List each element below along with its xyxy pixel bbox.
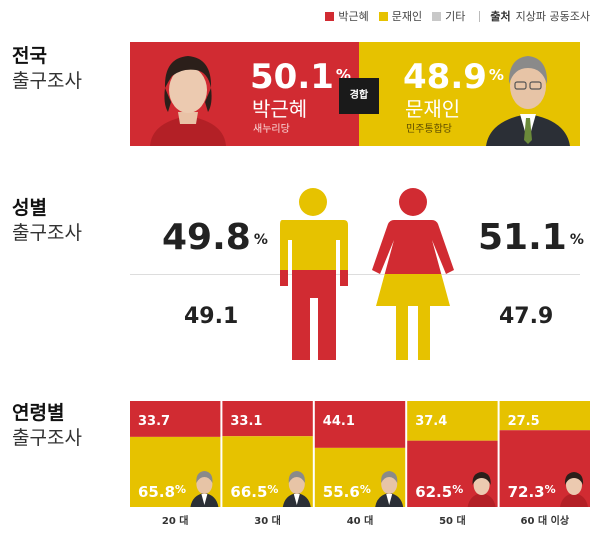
legend-label-other: 기타 xyxy=(445,10,466,23)
moon-portrait xyxy=(486,56,570,146)
national-park-pct: 50.1% xyxy=(250,60,351,94)
male-figure-icon xyxy=(280,188,348,360)
age-label-top-2: 44.1 xyxy=(323,414,355,429)
age-bar-top-3 xyxy=(407,401,498,441)
age-bar-top-2 xyxy=(314,401,406,448)
male-pct-unit: % xyxy=(253,232,268,248)
age-label-bottom-1: 66.5% xyxy=(230,483,278,501)
legend: 박근혜 문재인 기타 출처 지상파 공동조사 xyxy=(315,8,590,24)
national-moon-name: 문재인 xyxy=(405,97,461,121)
legend-swatch-other xyxy=(432,11,442,21)
gender-title: 성별 출구조사 xyxy=(12,196,82,246)
legend-swatch-moon xyxy=(378,11,388,21)
national-title: 전국 출구조사 xyxy=(12,44,82,94)
age-label-bottom-2: 55.6% xyxy=(323,483,371,501)
age-category-label-2: 40 대 xyxy=(346,516,374,527)
legend-swatch-park xyxy=(325,11,335,21)
source-key: 출처 xyxy=(490,10,511,23)
female-pct-unit: % xyxy=(569,232,584,248)
legend-item-park: 박근혜 xyxy=(325,8,369,24)
female-moon-value: 47.9 xyxy=(499,304,554,329)
male-pct: 49.8% xyxy=(162,220,268,256)
source-value: 지상파 공동조사 xyxy=(515,10,590,23)
national-park-party: 새누리당 xyxy=(253,124,290,135)
male-moon-value: 49.1 xyxy=(184,304,239,329)
moon-portrait-icon xyxy=(190,471,219,507)
male-pct-value: 49.8 xyxy=(162,217,251,258)
moon-portrait-icon xyxy=(375,471,404,507)
age-label-bottom-3: 62.5% xyxy=(415,483,463,501)
age-bar-top-4 xyxy=(499,401,590,431)
female-pct: 51.1% xyxy=(478,220,584,256)
gender-title-sub: 출구조사 xyxy=(12,222,82,244)
age-label-bottom-4: 72.3% xyxy=(508,483,556,501)
national-park-name: 박근혜 xyxy=(252,97,308,121)
moon-portrait-icon xyxy=(282,471,311,507)
age-label-top-4: 27.5 xyxy=(508,414,540,429)
legend-item-other: 기타 xyxy=(432,8,465,24)
park-portrait-icon xyxy=(467,472,496,507)
age-title-sub: 출구조사 xyxy=(12,427,82,449)
age-category-label-0: 20 대 xyxy=(161,516,189,527)
national-bar-moon: 48.9% 문재인 민주통합당 xyxy=(359,42,580,146)
age-label-top-3: 37.4 xyxy=(415,414,447,429)
age-category-label-4: 60 대 이상 xyxy=(520,516,570,527)
national-moon-party: 민주통합당 xyxy=(406,124,452,135)
legend-label-park: 박근혜 xyxy=(338,10,369,23)
age-chart: 33.7 65.8% 33.1 66.5% 44.1 55.6% 37.4 62.5% 27.5… xyxy=(130,401,590,507)
age-label-bottom-0: 65.8% xyxy=(138,483,186,501)
national-title-sub: 출구조사 xyxy=(12,70,82,92)
legend-separator xyxy=(479,10,481,22)
legend-item-moon: 문재인 xyxy=(378,8,423,24)
national-moon-pct-value: 48.9 xyxy=(403,57,487,97)
female-pct-value: 51.1 xyxy=(478,217,567,258)
park-portrait-icon xyxy=(560,472,588,507)
age-label-top-1: 33.1 xyxy=(230,414,262,429)
age-bar-top-0 xyxy=(130,401,221,437)
female-figure-icon xyxy=(372,188,454,360)
age-title-main: 연령별 xyxy=(12,402,65,424)
vs-badge: 경합 xyxy=(339,78,379,114)
legend-label-moon: 문재인 xyxy=(391,10,423,23)
national-park-pct-value: 50.1 xyxy=(250,57,334,97)
national-title-main: 전국 xyxy=(12,45,47,67)
national-moon-pct-unit: % xyxy=(488,66,504,84)
age-category-label-1: 30 대 xyxy=(254,516,281,527)
gender-title-main: 성별 xyxy=(12,197,47,219)
gender-divider xyxy=(130,274,580,275)
age-bar-top-1 xyxy=(222,401,313,437)
age-title: 연령별 출구조사 xyxy=(12,401,82,451)
age-category-label-3: 50 대 xyxy=(439,516,466,527)
age-axis-labels: 20 대 30 대 40 대 50 대 60 대 이상 xyxy=(130,512,590,527)
age-label-top-0: 33.7 xyxy=(138,414,170,429)
park-portrait xyxy=(150,56,226,146)
national-moon-pct: 48.9% xyxy=(403,60,504,94)
national-bar-park: 50.1% 박근혜 새누리당 xyxy=(130,42,359,146)
